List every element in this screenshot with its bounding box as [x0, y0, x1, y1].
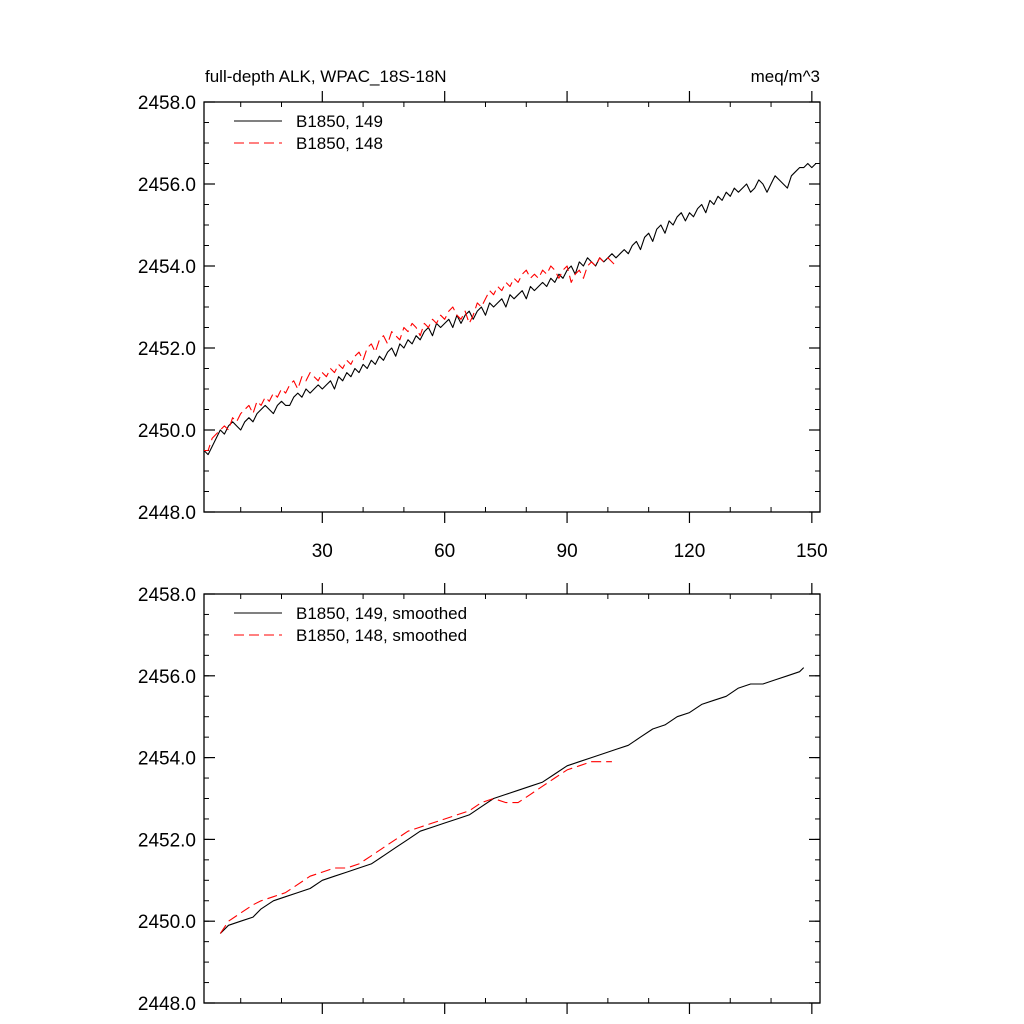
legend-label: B1850, 149, smoothed	[296, 604, 467, 623]
y-tick-label: 2448.0	[138, 503, 196, 524]
legend-label: B1850, 148, smoothed	[296, 626, 467, 645]
y-tick-label: 2458.0	[138, 585, 196, 606]
x-tick-label: 30	[312, 541, 333, 562]
series-line-1	[219, 761, 612, 934]
chart-units: meq/m^3	[751, 67, 820, 86]
y-tick-label: 2448.0	[138, 994, 196, 1015]
y-tick-label: 2452.0	[138, 339, 196, 360]
y-tick-label: 2452.0	[138, 830, 196, 851]
y-tick-label: 2454.0	[138, 257, 196, 278]
plot-frame	[203, 101, 821, 513]
y-tick-label: 2456.0	[138, 667, 196, 688]
top-panel: 2448.0 2450.0 2452.0 2454.0 2456.0 2458.0 30 60…	[138, 91, 828, 562]
x-tick-label: 120	[674, 541, 706, 562]
x-tick-label: 90	[557, 541, 578, 562]
chart-title: full-depth ALK, WPAC_18S-18N	[205, 67, 447, 86]
y-tick-label: 2450.0	[138, 912, 196, 933]
series-line-0	[219, 667, 805, 934]
y-tick-label: 2456.0	[138, 175, 196, 196]
legend-label: B1850, 148	[296, 134, 383, 153]
x-tick-label: 150	[796, 541, 828, 562]
legend-label: B1850, 149	[296, 112, 383, 131]
y-tick-label: 2458.0	[138, 93, 196, 114]
series-line-0	[203, 162, 817, 456]
x-tick-label: 60	[434, 541, 455, 562]
bottom-panel: 2448.0 2450.0 2452.0 2454.0 2456.0 2458.0 B185…	[138, 583, 821, 1015]
series-line-1	[204, 257, 617, 452]
y-tick-label: 2450.0	[138, 421, 196, 442]
plot-frame	[203, 593, 821, 1004]
y-tick-label: 2454.0	[138, 749, 196, 770]
